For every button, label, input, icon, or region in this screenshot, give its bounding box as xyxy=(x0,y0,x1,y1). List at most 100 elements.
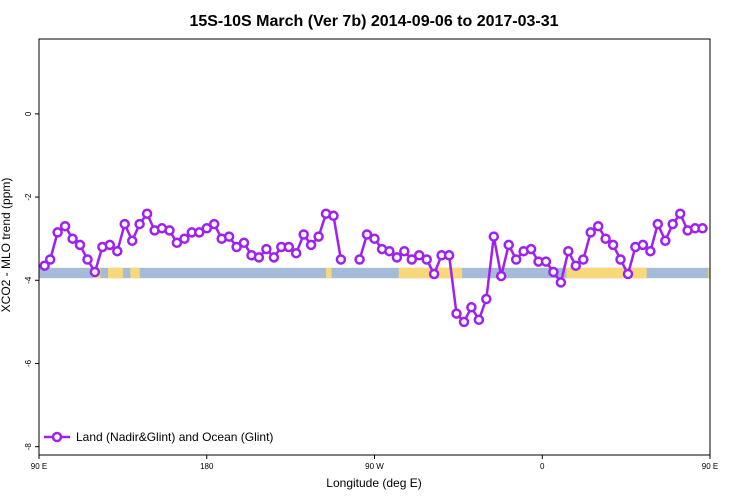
data-point xyxy=(607,239,619,251)
legend-marker-swatch xyxy=(51,431,63,443)
y-tick-label: -4 xyxy=(24,276,33,284)
data-point xyxy=(89,266,101,278)
data-point xyxy=(361,229,373,240)
data-point xyxy=(231,241,242,253)
data-point xyxy=(82,254,93,265)
data-point xyxy=(488,231,500,242)
x-tick-label: 90 E xyxy=(31,462,47,471)
data-point xyxy=(645,245,656,257)
data-point xyxy=(466,302,477,313)
y-tick-label: -8 xyxy=(24,443,33,451)
data-point xyxy=(637,239,649,251)
data-point xyxy=(298,229,309,240)
ocean-band xyxy=(39,267,710,279)
data-point xyxy=(600,233,611,244)
data-point xyxy=(201,223,213,234)
data-point xyxy=(261,243,272,255)
data-point xyxy=(171,237,183,249)
y-axis-ticks: 0 -2 -4 -6 -8 xyxy=(24,111,39,450)
data-point xyxy=(313,231,324,242)
data-point xyxy=(548,266,559,278)
data-point xyxy=(179,233,190,244)
data-point xyxy=(194,227,205,238)
data-point xyxy=(451,308,462,319)
data-point xyxy=(525,243,537,255)
data-point xyxy=(164,225,175,236)
data-point xyxy=(399,245,410,257)
data-point xyxy=(268,252,280,263)
data-point xyxy=(421,254,432,265)
chart-title: 15S-10S March (Ver 7b) 2014-09-06 to 201… xyxy=(189,13,558,30)
data-point xyxy=(615,254,626,265)
x-axis-ticks: 90 E 180 90 W 0 90 E xyxy=(31,455,718,471)
data-point xyxy=(667,218,678,230)
data-point xyxy=(126,235,138,247)
data-point xyxy=(570,260,582,271)
data-point xyxy=(328,210,339,222)
land-band xyxy=(130,267,140,279)
data-point xyxy=(335,254,347,265)
data-point xyxy=(592,220,604,232)
data-point xyxy=(208,218,220,230)
data-point xyxy=(585,227,596,238)
data-point xyxy=(622,268,634,280)
data-point xyxy=(52,227,63,238)
land-band xyxy=(708,267,710,279)
data-point xyxy=(253,252,265,263)
data-point xyxy=(503,239,514,251)
data-point xyxy=(141,208,153,219)
land-band xyxy=(107,267,123,279)
data-point xyxy=(660,235,671,247)
y-tick-label: 0 xyxy=(24,111,33,116)
series-layer xyxy=(39,208,708,328)
x-tick-label: 180 xyxy=(200,462,214,471)
data-point xyxy=(305,239,317,251)
data-point xyxy=(495,270,507,282)
data-point xyxy=(391,252,403,263)
data-point xyxy=(510,254,522,265)
surface-band xyxy=(39,267,710,279)
data-point xyxy=(74,239,86,251)
data-point xyxy=(290,247,302,259)
data-point xyxy=(473,314,485,326)
data-point xyxy=(283,241,295,253)
data-point xyxy=(674,208,686,219)
data-point xyxy=(481,293,492,305)
data-point xyxy=(119,218,130,230)
data-point xyxy=(563,245,574,257)
data-point xyxy=(406,254,418,265)
data-point xyxy=(555,277,567,288)
data-point xyxy=(384,245,395,257)
data-point xyxy=(44,254,56,265)
data-point xyxy=(540,256,552,267)
data-point xyxy=(413,250,425,261)
data-point xyxy=(369,233,380,244)
data-point xyxy=(238,237,250,249)
y-tick-label: -6 xyxy=(24,359,33,367)
legend: Land (Nadir&Glint) and Ocean (Glint) xyxy=(44,430,273,444)
data-point xyxy=(67,233,78,244)
x-tick-label: 90 E xyxy=(702,462,718,471)
data-point xyxy=(59,220,71,232)
y-axis-label: XCO2 - MLO trend (ppm) xyxy=(0,178,13,313)
x-tick-label: 90 W xyxy=(365,462,384,471)
land-band xyxy=(566,267,647,279)
data-point xyxy=(104,239,116,251)
land-band xyxy=(326,267,332,279)
data-point xyxy=(578,254,589,265)
x-tick-label: 0 xyxy=(540,462,545,471)
y-tick-label: -2 xyxy=(24,193,33,201)
data-point xyxy=(428,268,440,280)
data-point xyxy=(652,218,664,230)
data-point xyxy=(443,250,455,261)
data-point xyxy=(39,260,50,271)
x-axis-label: Longitude (deg E) xyxy=(326,476,421,490)
data-point xyxy=(134,218,145,230)
data-point xyxy=(354,254,365,265)
data-point xyxy=(458,316,470,328)
data-point xyxy=(112,245,123,257)
data-point xyxy=(697,223,708,234)
data-point xyxy=(223,231,235,242)
legend-label: Land (Nadir&Glint) and Ocean (Glint) xyxy=(76,430,273,444)
